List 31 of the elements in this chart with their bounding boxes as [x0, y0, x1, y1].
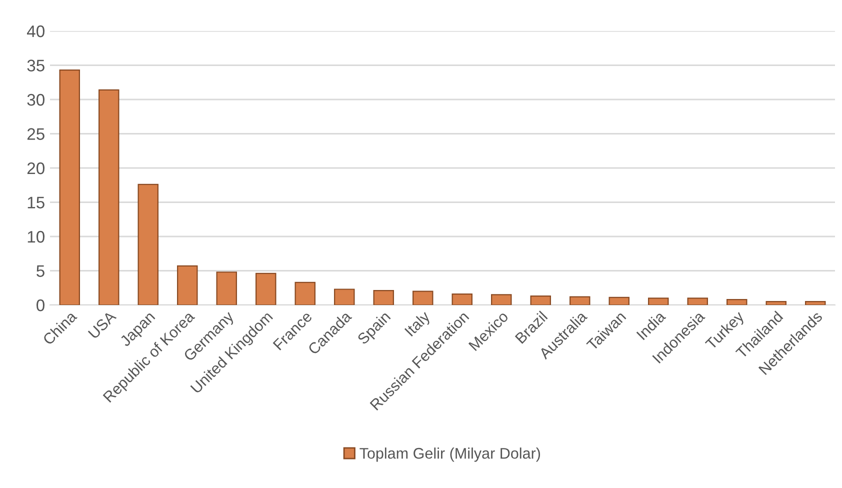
y-tick-label: 5	[36, 265, 44, 277]
bar	[726, 298, 748, 305]
bar	[570, 296, 590, 305]
bar	[412, 290, 434, 305]
bar	[98, 89, 120, 305]
bar	[530, 296, 551, 305]
bar	[138, 184, 158, 305]
y-tick-label: 0	[36, 299, 44, 312]
bar	[805, 301, 826, 305]
y-tick-label: 10	[28, 230, 44, 243]
y-tick-label: 20	[27, 162, 44, 174]
bar	[59, 69, 80, 305]
bar	[334, 288, 355, 305]
y-tick-label: 35	[27, 60, 44, 72]
bar	[373, 290, 394, 305]
bar	[648, 298, 669, 305]
bar	[216, 272, 237, 305]
x-tick-label: USA	[88, 310, 117, 340]
bar	[608, 296, 630, 305]
bar	[491, 294, 512, 305]
y-tick-label: 25	[27, 128, 44, 140]
bar	[256, 272, 276, 305]
y-tick-label: 40	[26, 25, 44, 38]
bar	[294, 282, 316, 305]
bar	[766, 301, 786, 305]
bar	[177, 265, 198, 305]
bar	[452, 293, 472, 305]
y-tick-label: 30	[27, 94, 44, 106]
bar	[687, 298, 708, 305]
legend-label: Toplam Gelir (Milyar Dolar)	[360, 448, 540, 462]
y-tick-label: 15	[28, 196, 44, 208]
